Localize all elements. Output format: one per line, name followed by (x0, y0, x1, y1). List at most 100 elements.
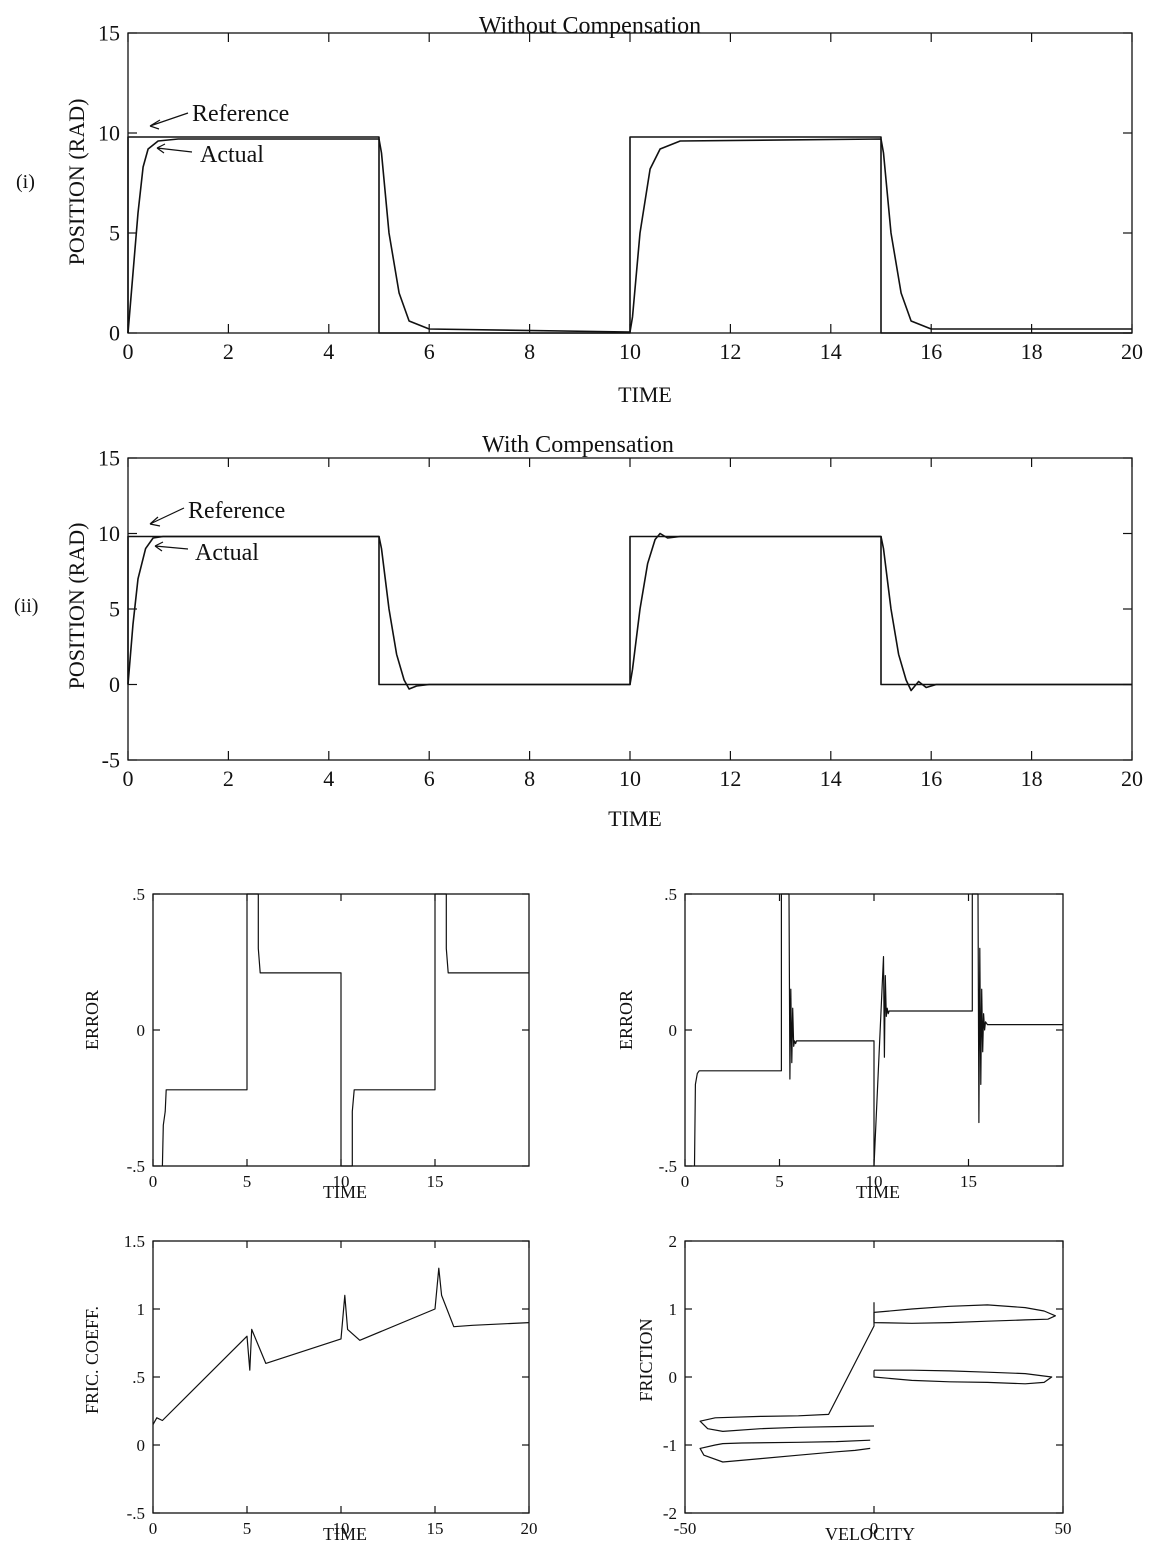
x-tick-label: 5 (243, 1519, 252, 1538)
chart-6-ylabel: FRICTION (636, 1318, 656, 1401)
x-tick-label: 8 (524, 339, 535, 364)
chart-2-title: With Compensation (482, 432, 674, 458)
x-tick-label: 12 (719, 339, 741, 364)
chart-panel-1: Without Compensation (i) POSITION (RAD) … (16, 13, 1143, 407)
y-tick-label: 15 (98, 21, 120, 46)
x-tick-label: -50 (674, 1519, 697, 1538)
x-tick-label: 16 (920, 766, 942, 791)
y-tick-label: 5 (109, 597, 120, 622)
y-tick-label: .5 (132, 1368, 145, 1387)
chart-1-arrows (149, 112, 193, 154)
y-tick-label: -.5 (127, 1157, 145, 1176)
chart-6-xlabel: VELOCITY (825, 1524, 915, 1544)
x-tick-label: 8 (524, 766, 535, 791)
x-tick-label: 4 (323, 766, 334, 791)
chart-5-plot-area (152, 1240, 530, 1514)
chart-panel-3: ERROR TIME 0 5 10 15-.50.5 (82, 885, 530, 1202)
x-tick-label: 10 (333, 1519, 350, 1538)
chart-6-series-curve-2 (873, 1369, 1053, 1385)
x-tick-label: 15 (427, 1172, 444, 1191)
y-tick-label: 10 (98, 521, 120, 546)
y-tick-label: 5 (109, 221, 120, 246)
x-tick-label: 12 (719, 766, 741, 791)
x-tick-label: 2 (223, 339, 234, 364)
x-tick-label: 50 (1055, 1519, 1072, 1538)
y-tick-label: -1 (663, 1436, 677, 1455)
x-tick-label: 6 (424, 339, 435, 364)
x-tick-label: 20 (1121, 339, 1143, 364)
chart-1-annotation-actual: Actual (200, 142, 264, 168)
y-tick-label: 2 (669, 1232, 678, 1251)
y-tick-label: 0 (137, 1436, 146, 1455)
chart-panel-6: FRICTION VELOCITY -50 0 50 -2 -1 0 1 2 (636, 1232, 1072, 1544)
chart-4-xlabel: TIME (856, 1182, 900, 1202)
y-tick-label: -.5 (127, 1504, 145, 1523)
x-tick-label: 10 (619, 339, 641, 364)
chart-3-series-curve-1 (161, 893, 529, 1167)
chart-2-series-reference (127, 535, 1132, 686)
x-tick-label: 18 (1021, 339, 1043, 364)
y-tick-label: 1 (669, 1300, 678, 1319)
x-tick-label: 4 (323, 339, 334, 364)
x-tick-label: 0 (149, 1172, 158, 1191)
chart-4-ylabel: ERROR (616, 990, 636, 1050)
chart-6-series-curve-1 (873, 1304, 1057, 1324)
x-tick-label: 14 (820, 766, 842, 791)
chart-5-xlabel: TIME (323, 1524, 367, 1544)
x-tick-label: 15 (960, 1172, 977, 1191)
chart-1-annotation-reference: Reference (192, 101, 289, 127)
chart-6-series-curve-4 (699, 1302, 875, 1433)
x-tick-label: 2 (223, 766, 234, 791)
x-tick-label: 6 (424, 766, 435, 791)
chart-1-ylabel: POSITION (RAD) (64, 99, 89, 266)
y-tick-label: -2 (663, 1504, 677, 1523)
chart-2-annotation-actual: Actual (195, 540, 259, 566)
y-tick-label: 1.5 (124, 1232, 145, 1251)
chart-5-series-curve-1 (152, 1267, 530, 1425)
x-tick-label: 10 (866, 1172, 883, 1191)
y-tick-label: 0 (109, 321, 120, 346)
x-tick-label: 20 (521, 1519, 538, 1538)
chart-1-series-actual (127, 138, 1132, 334)
y-tick-label: 0 (669, 1021, 678, 1040)
y-tick-label: -5 (102, 748, 120, 773)
x-tick-label: 16 (920, 339, 942, 364)
x-tick-label: 10 (619, 766, 641, 791)
y-tick-label: .5 (132, 885, 145, 904)
chart-1-panel-label: (i) (16, 171, 35, 193)
x-tick-label: 18 (1021, 766, 1043, 791)
x-tick-label: 0 (123, 766, 134, 791)
chart-2-annotation-reference: Reference (188, 498, 285, 524)
chart-panel-4: ERROR TIME 0 5 10 15-.50.5 (616, 885, 1064, 1202)
chart-2-series-actual (127, 532, 1132, 692)
chart-5-ylabel: FRIC. COEFF. (82, 1306, 102, 1414)
chart-panel-5: FRIC. COEFF. TIME 0 5 10 15 20-.50.511.5 (82, 1232, 538, 1544)
chart-3-xlabel: TIME (323, 1182, 367, 1202)
x-tick-label: 15 (427, 1519, 444, 1538)
chart-2-panel-label: (ii) (14, 595, 38, 617)
y-tick-label: .5 (664, 885, 677, 904)
chart-2-arrows (149, 507, 189, 552)
x-tick-label: 5 (775, 1172, 784, 1191)
chart-2-xlabel: TIME (608, 806, 662, 831)
y-tick-label: 10 (98, 121, 120, 146)
chart-6-series-curve-3 (699, 1439, 871, 1463)
chart-1-series-reference (127, 136, 1132, 334)
y-tick-label: 0 (669, 1368, 678, 1387)
y-tick-label: -.5 (659, 1157, 677, 1176)
x-tick-label: 14 (820, 339, 842, 364)
chart-4-series-curve-1 (693, 893, 1063, 1167)
chart-1-xlabel: TIME (618, 382, 672, 407)
chart-2-ylabel: POSITION (RAD) (64, 523, 89, 690)
x-tick-label: 5 (243, 1172, 252, 1191)
x-tick-label: 0 (123, 339, 134, 364)
chart-1-title: Without Compensation (479, 13, 701, 39)
chart-panel-2: With Compensation (ii) POSITION (RAD) TI… (14, 432, 1143, 831)
y-tick-label: 0 (109, 672, 120, 697)
x-tick-label: 10 (333, 1172, 350, 1191)
x-tick-label: 20 (1121, 766, 1143, 791)
y-tick-label: 1 (137, 1300, 146, 1319)
x-tick-label: 0 (870, 1519, 879, 1538)
y-tick-label: 0 (137, 1021, 146, 1040)
